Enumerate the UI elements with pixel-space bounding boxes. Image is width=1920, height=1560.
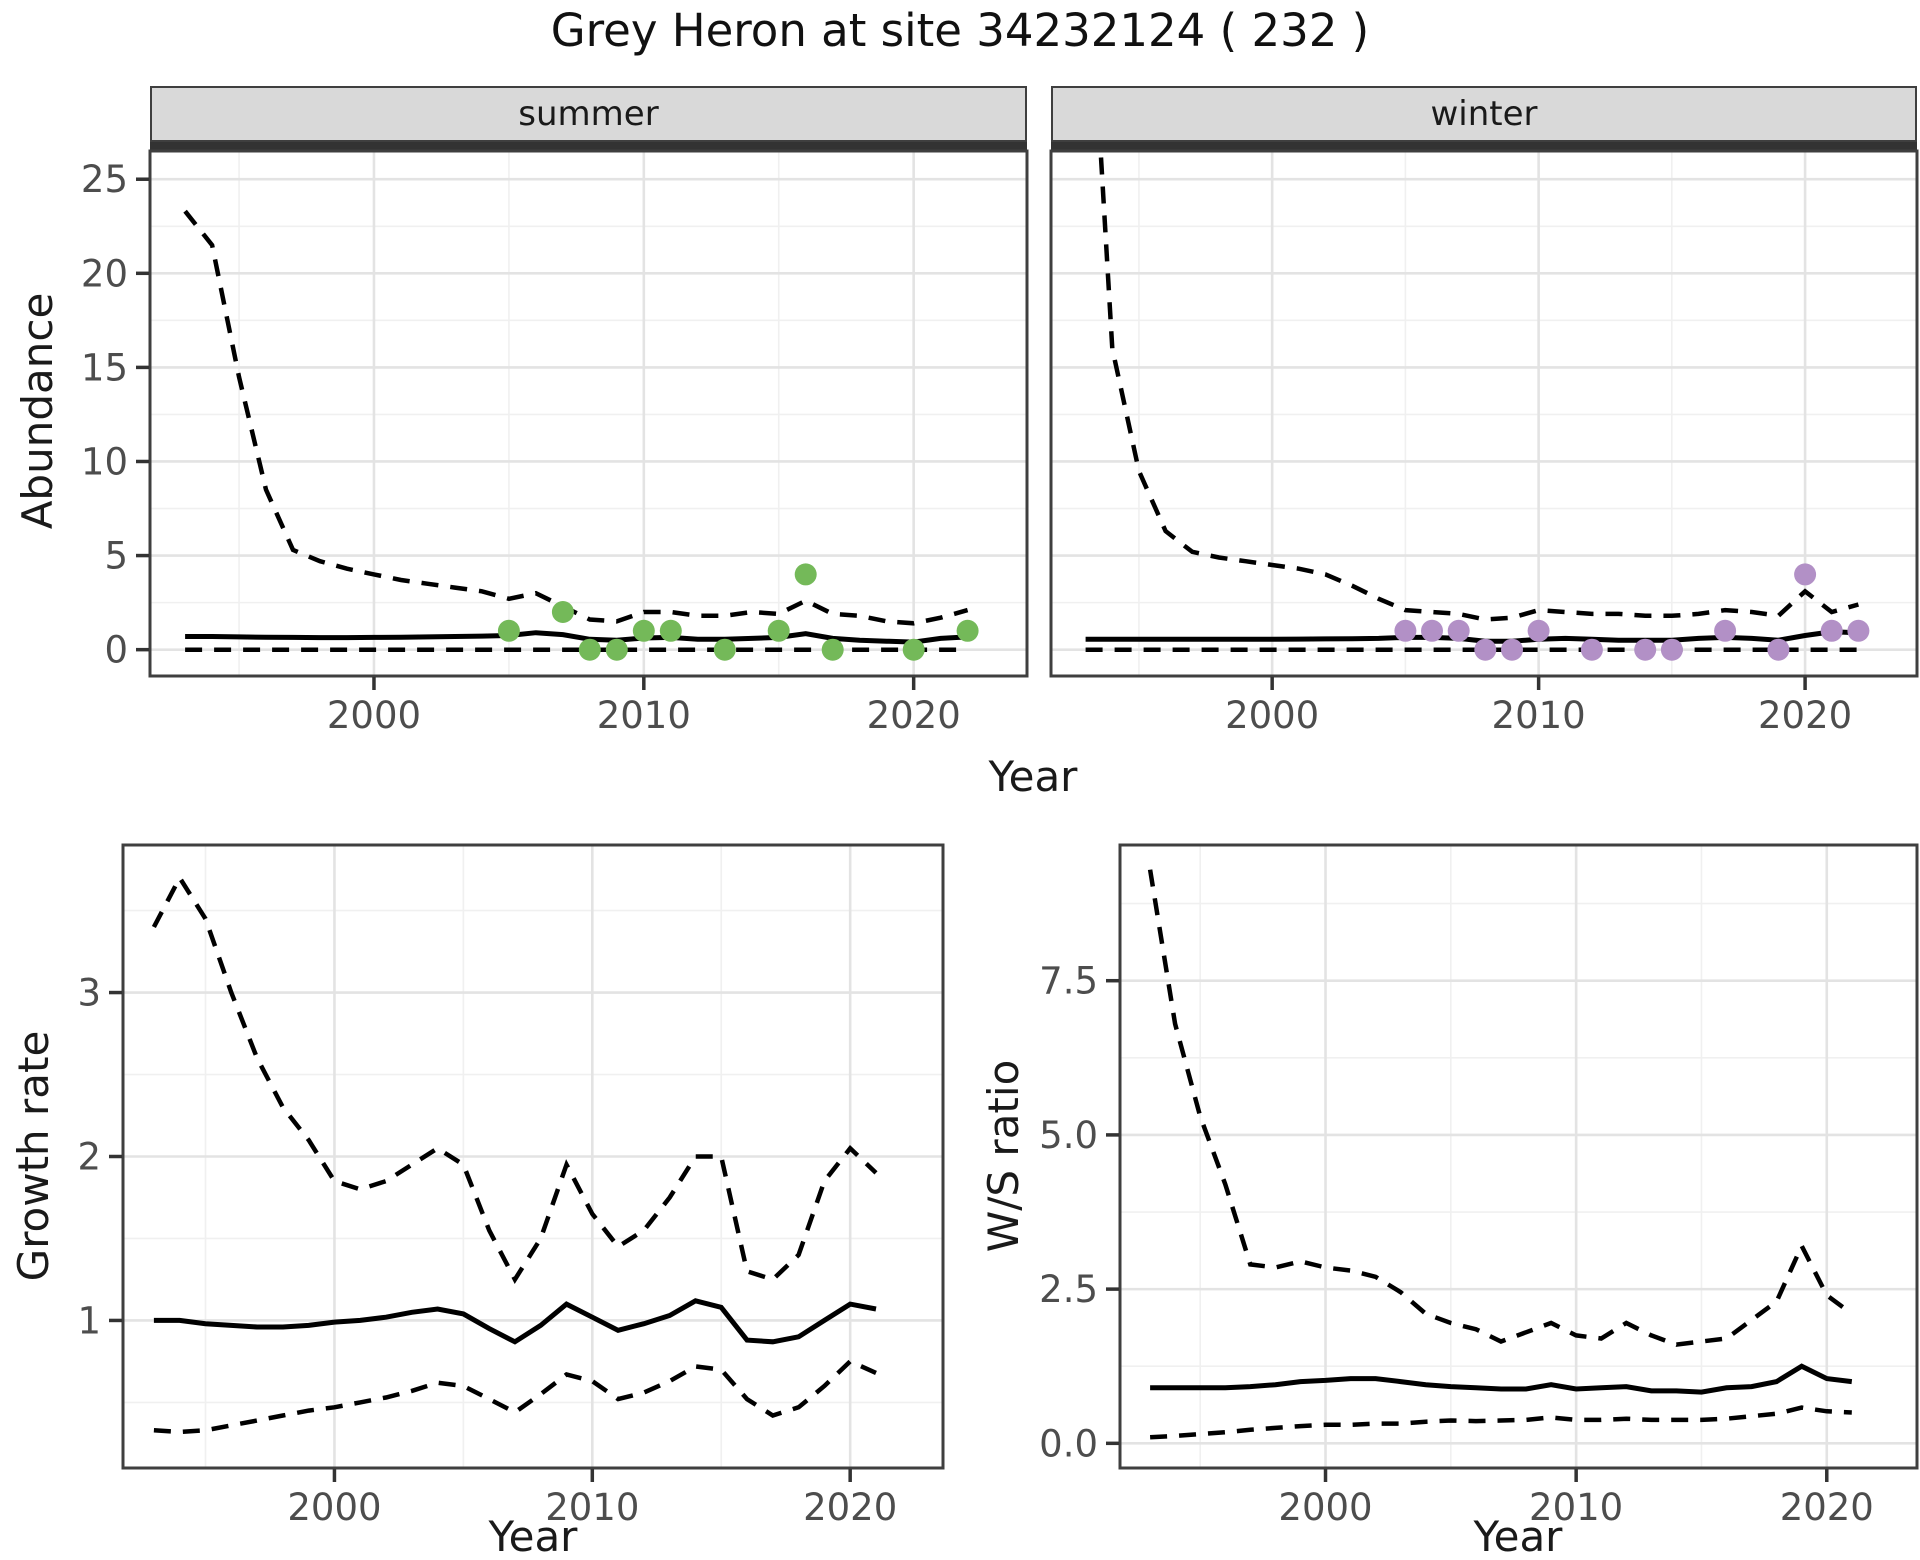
growth-rate-y-tick-label: 1 <box>77 1299 101 1342</box>
abundance-winter-observation-point <box>1714 619 1737 642</box>
abundance-winter-median-line <box>1085 629 1859 644</box>
growth-rate-median-line <box>153 1298 877 1345</box>
ws-ratio-y-tick-label: 0.0 <box>1039 1422 1098 1465</box>
ws-ratio-y-tick-label: 5.0 <box>1039 1114 1098 1157</box>
abundance-summer-observation-point <box>902 638 925 661</box>
growth-rate-x-tick-label: 2000 <box>287 1486 381 1529</box>
facet-strip-summer: summer <box>150 86 1027 142</box>
abundance-summer-upper-ci-line <box>183 209 969 626</box>
ws-ratio-lower-ci-line <box>1149 1405 1852 1440</box>
ws-ratio-x-tick-label: 2020 <box>1780 1486 1874 1529</box>
abundance-winter-observation-point <box>1421 619 1443 642</box>
facet-strip-winter-underline <box>1051 142 1917 151</box>
abundance-x-axis-title: Year <box>988 752 1078 801</box>
abundance-summer-x-tick-label: 2020 <box>867 694 961 737</box>
abundance-winter-observation-point <box>1527 619 1550 642</box>
facet-strip-winter-label: winter <box>1430 94 1538 134</box>
abundance-winter-upper-ci-line <box>1098 151 1860 622</box>
abundance-summer-y-tick-label: 5 <box>104 535 128 578</box>
abundance-winter-observation-point <box>1634 638 1657 661</box>
ws-ratio-x-axis-title: Year <box>1473 1512 1563 1560</box>
abundance-summer-y-tick-label: 0 <box>104 629 128 672</box>
abundance-summer-observation-point <box>632 619 655 642</box>
growth-rate-upper-ci-line <box>151 873 878 1285</box>
abundance-winter-x-tick-label: 2010 <box>1492 694 1586 737</box>
abundance-winter-observation-point <box>1447 619 1470 642</box>
ws-ratio-upper-ci-line <box>1147 869 1854 1347</box>
abundance-summer-border <box>148 149 1029 678</box>
growth-rate-y-tick-label: 2 <box>77 1136 101 1179</box>
abundance-summer-observation-point <box>578 638 601 661</box>
abundance-y-axis-title: Abundance <box>13 292 62 530</box>
growth-rate-y-axis-title: Growth rate <box>9 1030 58 1282</box>
abundance-winter-border <box>1049 149 1919 678</box>
abundance-summer-observation-point <box>821 638 844 661</box>
abundance-summer-panel: 2000 2010 2020 0 5 10 15 20 25 <box>81 149 1029 737</box>
ws-ratio-x-tick-label: 2010 <box>1529 1486 1623 1529</box>
abundance-winter-observation-point <box>1820 619 1843 642</box>
ws-ratio-median-line <box>1150 1363 1853 1395</box>
abundance-summer-observation-point <box>497 619 520 642</box>
facet-strip-summer-label: summer <box>518 94 659 134</box>
growth-rate-x-tick-label: 2020 <box>803 1486 897 1529</box>
abundance-winter-observation-point <box>1394 619 1417 642</box>
ws-ratio-x-tick-label: 2000 <box>1278 1486 1372 1529</box>
abundance-winter-x-tick-label: 2020 <box>1758 694 1852 737</box>
abundance-summer-observation-point <box>551 601 574 623</box>
growth-rate-x-axis-title: Year <box>488 1512 578 1560</box>
abundance-winter-observation-point <box>1794 563 1817 586</box>
chart-title: Grey Heron at site 34232124 ( 232 ) <box>550 4 1370 57</box>
abundance-summer-observation-point <box>794 563 817 586</box>
abundance-winter-observation-point <box>1767 638 1790 661</box>
abundance-winter-observation-point <box>1847 619 1870 642</box>
abundance-summer-observation-point <box>956 619 979 642</box>
facet-strip-winter: winter <box>1051 86 1917 142</box>
abundance-winter-x-tick-label: 2000 <box>1225 694 1319 737</box>
abundance-winter-observation-point <box>1660 638 1683 661</box>
abundance-summer-median-line <box>185 630 968 645</box>
ws-ratio-y-tick-label: 2.5 <box>1039 1268 1098 1311</box>
abundance-summer-y-tick-label: 10 <box>81 440 128 483</box>
abundance-summer-y-tick-label: 20 <box>81 252 128 295</box>
growth-rate-border <box>121 843 945 1470</box>
ws-ratio-y-tick-label: 7.5 <box>1039 960 1098 1003</box>
abundance-summer-y-tick-label: 25 <box>81 158 128 201</box>
abundance-summer-x-tick-label: 2010 <box>597 694 691 737</box>
abundance-winter-observation-point <box>1474 638 1497 661</box>
abundance-summer-x-tick-label: 2000 <box>327 694 421 737</box>
abundance-summer-observation-point <box>713 638 736 661</box>
abundance-winter-panel: 2000 2010 2020 <box>1049 149 1919 737</box>
growth-rate-x-tick-label: 2010 <box>545 1486 639 1529</box>
abundance-summer-observation-point <box>767 619 790 642</box>
growth-rate-lower-ci-line <box>153 1358 877 1435</box>
ws-ratio-y-axis-title: W/S ratio <box>979 1059 1028 1253</box>
ws-ratio-border <box>1118 843 1919 1470</box>
abundance-winter-observation-point <box>1501 638 1523 661</box>
growth-rate-y-tick-label: 3 <box>77 972 101 1015</box>
abundance-summer-observation-point <box>605 638 628 661</box>
abundance-summer-y-tick-label: 15 <box>81 346 128 389</box>
facet-strip-summer-underline <box>150 142 1027 151</box>
abundance-winter-observation-point <box>1580 638 1603 661</box>
ws-ratio-panel: 2000 2010 2020 0.0 2.5 5.0 7.5 <box>1039 843 1919 1529</box>
abundance-summer-observation-point <box>659 619 682 642</box>
growth-rate-panel: 2000 2010 2020 1 2 3 <box>77 843 945 1529</box>
